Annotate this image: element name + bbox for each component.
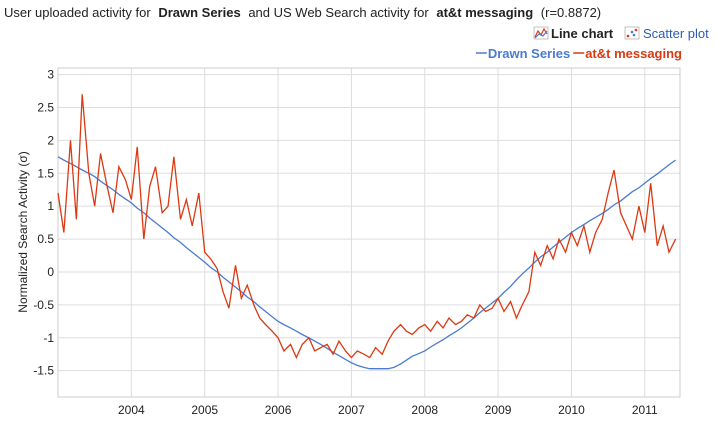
x-tick-label: 2010 — [558, 403, 585, 417]
x-tick-label: 2005 — [191, 403, 218, 417]
title-lead: User uploaded activity for — [4, 5, 151, 20]
series-line — [57, 94, 677, 360]
y-tick-label: 1 — [47, 199, 54, 213]
line-chart-button[interactable]: Line chart — [533, 26, 614, 41]
icon — [630, 30, 634, 34]
icon — [626, 34, 630, 38]
y-tick-label: 2 — [47, 133, 54, 147]
x-tick-label: 2007 — [338, 403, 365, 417]
title-series: at&t messaging — [436, 5, 533, 20]
y-axis-label: Normalized Search Activity (σ) — [16, 151, 30, 312]
y-tick-label: -1.5 — [33, 364, 54, 378]
y-tick-label: 1.5 — [37, 166, 54, 180]
y-tick-label: -0.5 — [33, 298, 54, 312]
chart-title: User uploaded activity for Drawn Series … — [4, 5, 601, 20]
y-tick-label: 0 — [47, 265, 54, 279]
icon — [632, 33, 636, 37]
y-tick-label: 3 — [47, 68, 54, 82]
x-tick-label: 2009 — [485, 403, 512, 417]
y-tick-label: 2.5 — [37, 100, 54, 114]
button-label: Scatter plot — [643, 26, 709, 41]
x-tick-label: 2004 — [118, 403, 145, 417]
plot-frame — [57, 67, 681, 398]
legend-label: at&t messaging — [585, 46, 682, 61]
icon — [634, 28, 638, 32]
title-mid: and US Web Search activity for — [248, 5, 429, 20]
icon — [534, 30, 548, 39]
button-label: Line chart — [551, 26, 614, 41]
series-line — [57, 156, 676, 370]
title-series: Drawn Series — [158, 5, 240, 20]
y-tick-label: 0.5 — [37, 232, 54, 246]
legend-label: Drawn Series — [488, 46, 570, 61]
title-tail: (r=0.8872) — [541, 5, 601, 20]
x-tick-label: 2006 — [265, 403, 292, 417]
y-tick-label: -1 — [43, 331, 54, 345]
scatter-plot-button[interactable]: Scatter plot — [624, 26, 709, 41]
x-tick-label: 2008 — [411, 403, 438, 417]
x-tick-label: 2011 — [632, 403, 658, 417]
